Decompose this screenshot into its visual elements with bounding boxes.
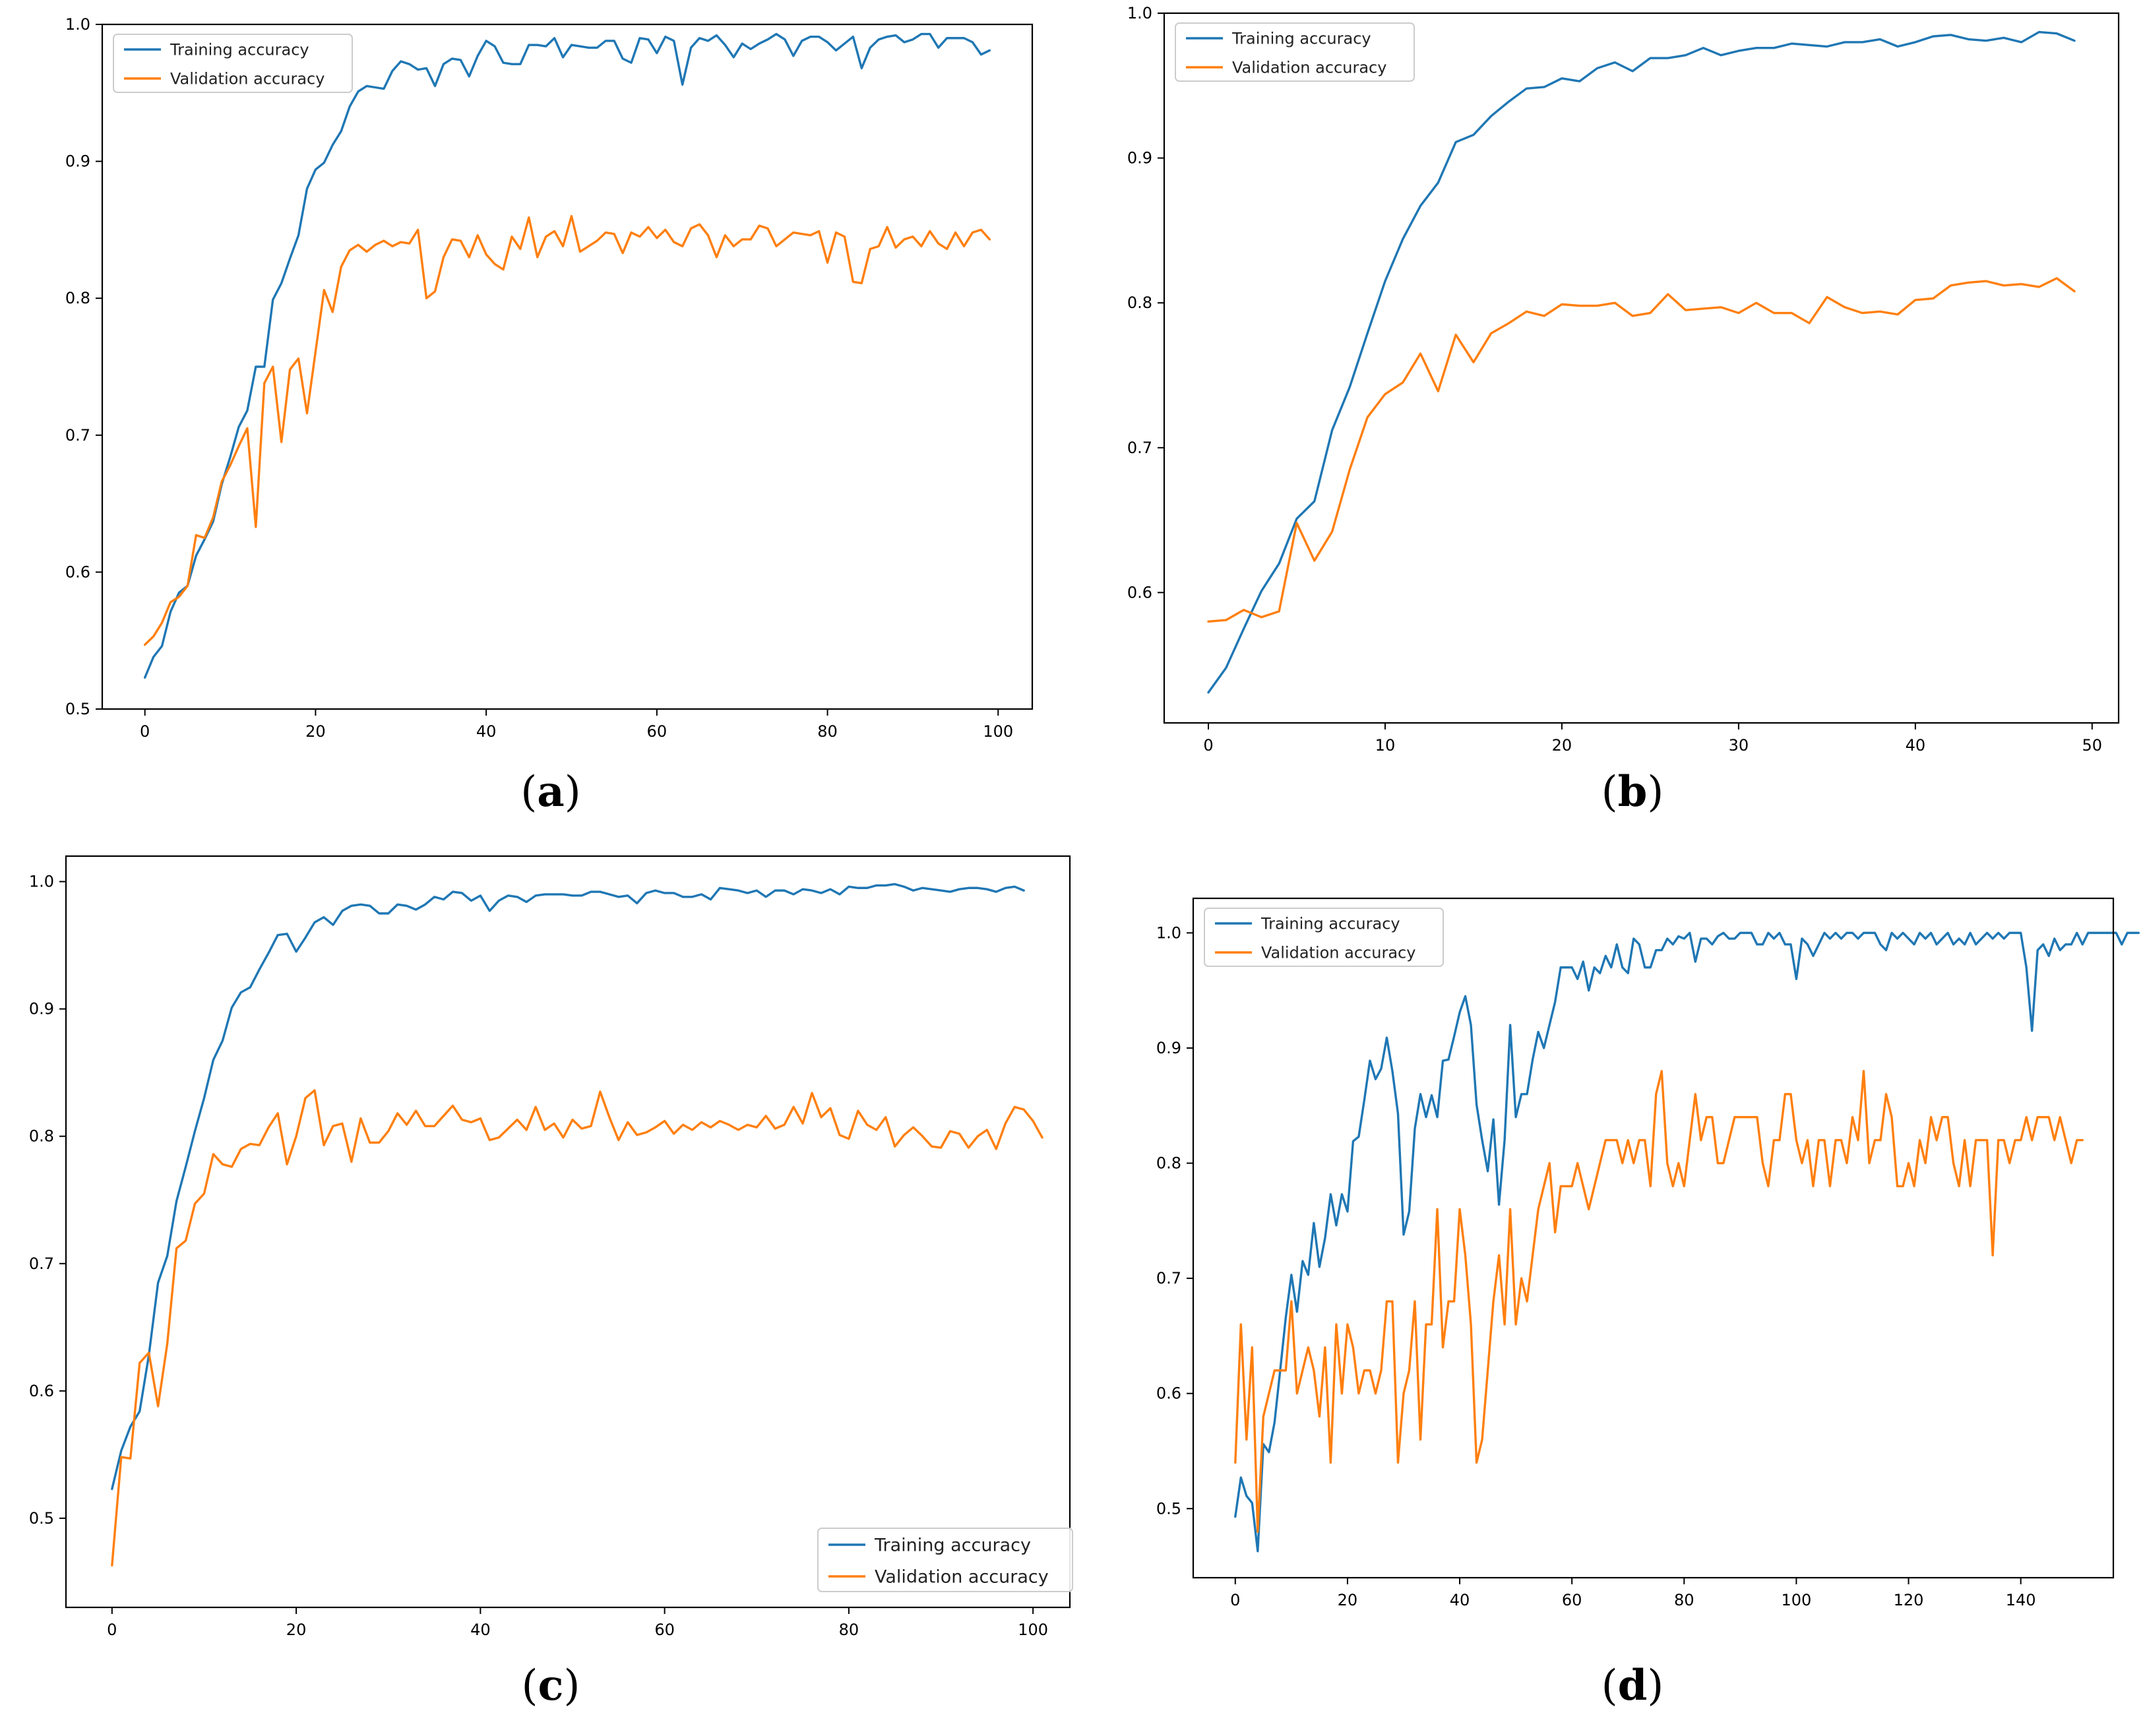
training-accuracy-line-d: [1234, 931, 2140, 1553]
x-tick-label-b: 0: [1203, 736, 1213, 755]
y-tick-label-a: 0.9: [65, 152, 90, 171]
caption-close-paren: ): [1647, 768, 1663, 817]
x-tick-label-a: 100: [983, 722, 1013, 741]
y-tick-label-a: 1.0: [65, 15, 90, 34]
caption-open-paren: (: [522, 1661, 538, 1710]
training-accuracy-line-b: [1207, 30, 2076, 694]
x-tick-label-d: 60: [1562, 1591, 1582, 1609]
x-tick-label-a: 20: [305, 722, 326, 741]
caption-close-paren: ): [565, 768, 581, 817]
legend-label-validation-d: Validation accuracy: [1261, 944, 1415, 962]
y-tick-label-d: 0.6: [1156, 1384, 1181, 1403]
legend-box-d: [1204, 908, 1444, 967]
x-tick-label-c: 60: [654, 1621, 675, 1639]
caption-letter: a: [537, 767, 564, 817]
x-tick-label-a: 80: [817, 722, 838, 741]
caption-open-paren: (: [1601, 768, 1618, 817]
caption-letter: b: [1618, 767, 1648, 817]
legend-box-c: [817, 1528, 1073, 1592]
chart-panel-b: 0 10 20 30 40 50 0.6 0.7 0.8 0.9 1.0 Training accur…: [1127, 4, 2120, 817]
y-tick-label-c: 1.0: [29, 873, 54, 891]
axes-frame-c: [65, 855, 1071, 1609]
y-tick-label-d: 0.9: [1156, 1039, 1181, 1057]
x-tick-label-c: 20: [286, 1621, 307, 1639]
caption-open-paren: (: [520, 768, 537, 817]
axes-frame-a: [101, 23, 1034, 710]
y-tick-label-c: 0.8: [29, 1127, 54, 1146]
x-tick-label-d: 20: [1338, 1591, 1358, 1609]
x-tick-label-d: 140: [2006, 1591, 2036, 1609]
legend-label-training-d: Training accuracy: [1260, 915, 1400, 933]
legend-box-b: [1175, 22, 1415, 82]
panel-caption-a: (a): [520, 767, 580, 817]
training-accuracy-line-c: [111, 883, 1025, 1491]
y-tick-label-a: 0.5: [65, 700, 90, 718]
legend-label-training-a: Training accuracy: [170, 41, 309, 59]
y-tick-label-d: 0.5: [1156, 1499, 1181, 1518]
x-tick-label-b: 40: [1906, 736, 1926, 755]
legend-b: Training accuracy Validation accuracy: [1175, 22, 1415, 82]
caption-close-paren: ): [1647, 1661, 1663, 1710]
legend-label-training-c: Training accuracy: [874, 1535, 1031, 1556]
panel-caption-c: (c): [522, 1661, 580, 1710]
x-tick-label-a: 40: [476, 722, 497, 741]
legend-c: Training accuracy Validation accuracy: [817, 1528, 1073, 1592]
x-tick-label-b: 30: [1729, 736, 1749, 755]
x-tick-label-a: 60: [647, 722, 668, 741]
caption-close-paren: ): [563, 1661, 580, 1710]
y-tick-label-d: 1.0: [1156, 923, 1181, 942]
panel-caption-b: (b): [1601, 767, 1664, 817]
legend-label-validation-b: Validation accuracy: [1232, 59, 1386, 77]
chart-panel-d: 0 20 40 60 80 100 120 140 0.5 0.6 0.7 0.8 0.9 1.0 Trai…: [1156, 897, 2140, 1710]
x-tick-label-a: 0: [140, 722, 150, 741]
axes-frame-d: [1192, 897, 2115, 1579]
y-tick-label-d: 0.8: [1156, 1154, 1181, 1173]
training-accuracy-line-a: [143, 32, 991, 679]
y-tick-label-c: 0.5: [29, 1509, 54, 1528]
y-tick-label-b: 0.9: [1127, 149, 1152, 168]
y-tick-label-c: 0.6: [29, 1382, 54, 1400]
y-tick-label-b: 0.8: [1127, 294, 1152, 312]
caption-open-paren: (: [1601, 1661, 1618, 1710]
caption-letter: c: [538, 1661, 564, 1710]
legend-d: Training accuracy Validation accuracy: [1204, 908, 1444, 967]
x-tick-label-c: 80: [839, 1621, 859, 1639]
x-tick-label-d: 120: [1894, 1591, 1924, 1609]
validation-accuracy-line-a: [143, 214, 991, 646]
chart-panel-c: 0 20 40 60 80 100 0.5 0.6 0.7 0.8 0.9 1.0 Training a…: [29, 855, 1073, 1710]
chart-panel-a: 0 20 40 60 80 100 0.5 0.6 0.7 0.8 0.9 1.0 Training a…: [65, 15, 1034, 817]
y-tick-label-b: 0.6: [1127, 583, 1152, 602]
validation-accuracy-line-d: [1234, 1070, 2084, 1533]
x-tick-label-b: 10: [1375, 736, 1396, 755]
legend-label-validation-c: Validation accuracy: [875, 1567, 1049, 1588]
y-tick-label-c: 0.9: [29, 1000, 54, 1018]
y-tick-label-b: 1.0: [1127, 4, 1152, 22]
x-tick-label-c: 100: [1018, 1621, 1048, 1639]
legend-label-validation-a: Validation accuracy: [170, 70, 325, 88]
x-tick-label-d: 80: [1674, 1591, 1694, 1609]
y-tick-label-b: 0.7: [1127, 439, 1152, 457]
x-tick-label-b: 20: [1552, 736, 1572, 755]
x-tick-label-b: 50: [2082, 736, 2103, 755]
x-tick-label-d: 100: [1781, 1591, 1811, 1609]
x-tick-label-d: 40: [1450, 1591, 1470, 1609]
legend-label-training-b: Training accuracy: [1231, 30, 1371, 48]
y-tick-label-a: 0.8: [65, 289, 90, 307]
legend-box-a: [113, 34, 353, 93]
y-tick-label-a: 0.7: [65, 426, 90, 445]
panel-caption-d: (d): [1601, 1661, 1664, 1710]
y-tick-label-a: 0.6: [65, 563, 90, 581]
caption-letter: d: [1618, 1661, 1648, 1710]
y-tick-label-d: 0.7: [1156, 1269, 1181, 1287]
legend-a: Training accuracy Validation accuracy: [113, 34, 353, 93]
x-tick-label-c: 40: [470, 1621, 491, 1639]
validation-accuracy-line-b: [1207, 277, 2076, 623]
x-tick-label-d: 0: [1230, 1591, 1240, 1609]
validation-accuracy-line-c: [111, 1089, 1043, 1566]
x-tick-label-c: 0: [107, 1621, 117, 1639]
y-tick-label-c: 0.7: [29, 1255, 54, 1273]
axes-frame-b: [1163, 12, 2120, 724]
